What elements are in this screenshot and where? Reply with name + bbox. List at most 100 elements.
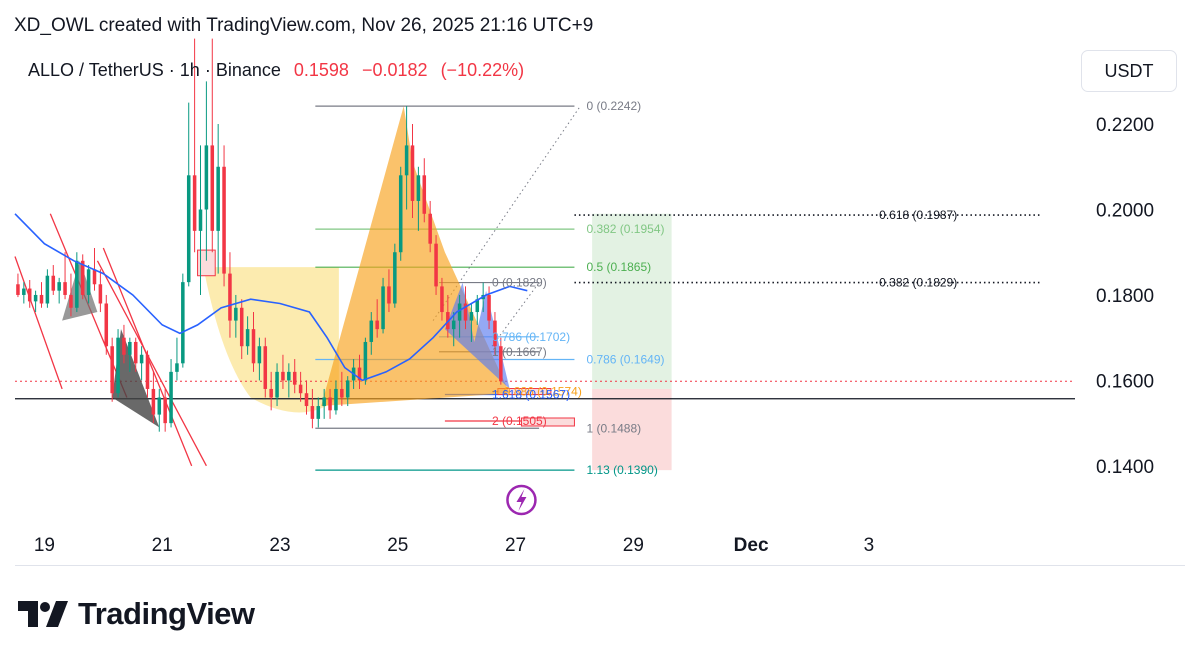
candle-body	[499, 346, 503, 382]
candle-body	[316, 406, 321, 419]
fib-level-label: 0.886 (0.1574)	[504, 385, 582, 399]
candle-body	[122, 337, 126, 355]
candle-body	[157, 397, 162, 415]
price-tick-label: 0.1800	[1096, 286, 1154, 307]
fib-level-label: 1.618 (0.1567)	[492, 388, 570, 402]
time-tick-label: 23	[269, 535, 290, 556]
candle-body	[345, 380, 350, 398]
candle-body	[416, 175, 421, 201]
candle-body	[210, 145, 215, 231]
currency-button[interactable]: USDT	[1081, 50, 1177, 92]
candle-body	[463, 303, 468, 321]
candle-body	[33, 294, 38, 302]
time-tick-label: Dec	[734, 535, 769, 556]
stop-zone	[592, 388, 672, 471]
chart-area[interactable]	[15, 45, 1185, 566]
fib-level-label: 0.5 (0.1865)	[586, 260, 651, 274]
ma-line	[14, 213, 528, 382]
candle-body	[75, 260, 79, 308]
time-tick-label: 19	[34, 535, 55, 556]
candle-body	[298, 384, 303, 394]
candle-body	[139, 354, 144, 364]
last-price: 0.1598	[293, 60, 349, 80]
candle-body	[22, 288, 26, 295]
price-tick-label: 0.2000	[1096, 201, 1154, 222]
time-tick-label: 21	[152, 535, 173, 556]
price-tick-label: 0.2200	[1096, 115, 1154, 136]
price-axis: 0.2200 0.2000 0.1800 0.1600 0.1400	[1096, 115, 1154, 478]
candle-body	[98, 284, 103, 304]
candle-body	[440, 286, 444, 313]
candle-body	[27, 288, 32, 302]
candle-body	[263, 346, 268, 389]
event-icon	[506, 484, 537, 516]
candle-body	[257, 346, 262, 364]
candle-body	[116, 337, 120, 394]
target-zone	[592, 213, 672, 389]
stop-box	[520, 417, 575, 427]
symbol-exchange: Binance	[215, 60, 281, 80]
tradingview-logo-icon	[18, 601, 68, 627]
gray-harmonic-pattern	[62, 260, 98, 321]
candle-body	[475, 299, 480, 313]
fib-level-label: 0.786 (0.1649)	[586, 352, 664, 366]
fib-level-label: 1 (0.1488)	[586, 421, 641, 435]
time-tick-label: 27	[505, 535, 526, 556]
candle-body	[80, 260, 85, 295]
fib-level-label: 0.786 (0.1702)	[492, 330, 570, 344]
price-change-percent: (−10.22%)	[440, 60, 525, 80]
candle-body	[457, 303, 462, 321]
candle-body	[281, 371, 285, 381]
candle-body	[322, 397, 326, 407]
candle-body	[69, 294, 73, 308]
candle-body	[110, 346, 114, 394]
candle-body	[151, 388, 156, 415]
fib-level-label: 2 (0.1505)	[492, 414, 547, 428]
brand-name: TradingView	[78, 596, 255, 631]
fib-level-label: 0.382 (0.1829)	[879, 276, 957, 290]
candle-body	[328, 397, 332, 411]
candle-body	[192, 175, 197, 231]
candle-body	[104, 303, 109, 347]
channel-line	[14, 256, 63, 390]
candle-body	[222, 166, 226, 274]
candle-body	[275, 371, 279, 398]
candle-body	[381, 286, 385, 330]
candle-body	[287, 371, 291, 381]
candle-body	[493, 320, 497, 347]
candle-body	[369, 320, 374, 342]
candle-body	[216, 166, 220, 231]
fib-level-label: 1.13 (0.1390)	[586, 463, 657, 477]
candle-body	[357, 367, 362, 381]
channel-line	[96, 260, 207, 467]
candle-body	[334, 388, 338, 411]
candle-body	[239, 307, 244, 347]
candle-body	[175, 363, 179, 372]
candle-body	[251, 329, 256, 364]
fib-level-label: 0.382 (0.1954)	[586, 222, 664, 236]
candle-body	[181, 282, 185, 364]
candle-body	[63, 282, 67, 295]
tradingview-brand: TradingView	[18, 596, 255, 632]
candle-body	[133, 341, 138, 364]
price-tick-label: 0.1400	[1096, 457, 1154, 478]
candle-body	[451, 320, 456, 330]
candle-body	[128, 341, 132, 355]
candle-body	[340, 388, 344, 398]
candle-body	[198, 209, 203, 231]
candle-body	[234, 307, 238, 321]
candle-body	[428, 213, 432, 244]
candle-body	[469, 312, 474, 321]
candle-body	[292, 371, 297, 385]
projection-line	[432, 105, 581, 321]
time-tick-label: 25	[387, 535, 408, 556]
moving-average	[14, 213, 528, 382]
candle-body	[57, 282, 61, 291]
symbol-pair: ALLO / TetherUS	[28, 60, 164, 80]
candle-body	[310, 406, 315, 419]
price-tick-label: 0.1600	[1096, 371, 1154, 392]
candle-body	[92, 269, 97, 285]
fib-level-label: 0 (0.1829)	[492, 276, 547, 290]
candle-body	[269, 388, 273, 398]
